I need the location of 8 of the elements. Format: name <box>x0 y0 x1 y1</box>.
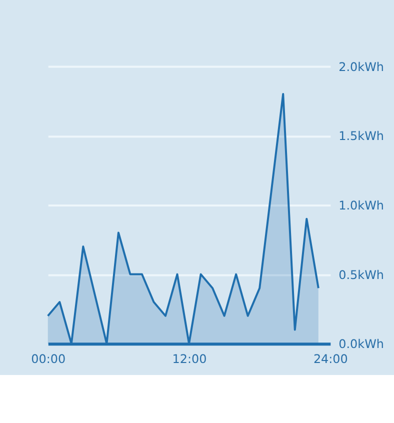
y-tick-label: 1.0kWh <box>338 198 384 212</box>
y-tick-label: 0.0kWh <box>338 337 384 352</box>
x-tick-label: 00:00 <box>31 352 66 366</box>
y-tick-label: 1.5kWh <box>338 129 384 144</box>
y-tick-label: 2.0kWh <box>338 60 384 74</box>
y-tick-label: 0.5kWh <box>338 268 384 282</box>
x-tick-label: 12:00 <box>172 352 207 366</box>
x-tick-label: 24:00 <box>313 352 348 366</box>
